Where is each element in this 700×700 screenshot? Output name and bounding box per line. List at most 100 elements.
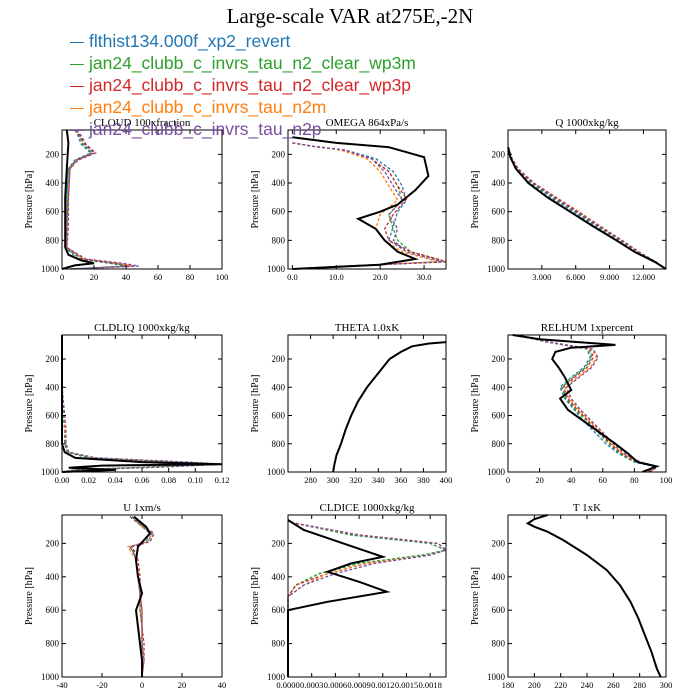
panel-frame [61, 129, 223, 270]
y-tick-label: 400 [46, 572, 60, 582]
x-tick-label: 0.02 [81, 475, 96, 485]
series-line [66, 129, 135, 270]
x-tick-label: 0 [506, 475, 510, 485]
panel-title: OMEGA 864xPa/s [326, 117, 409, 129]
y-tick-label: 800 [272, 235, 286, 245]
x-tick-label: 60 [154, 272, 163, 282]
series-line [332, 341, 447, 473]
series-line [515, 334, 658, 473]
x-tick-label: 280 [633, 680, 646, 690]
y-tick-label: 600 [46, 411, 60, 421]
y-tick-label: 400 [492, 382, 506, 392]
y-tick-label: 1000 [41, 672, 60, 682]
x-tick-label: -20 [96, 680, 107, 690]
legend-label: jan24_clubb_c_invrs_tau_n2_clear_wp3m [89, 53, 416, 73]
panel-title: RELHUM 1xpercent [541, 322, 634, 334]
y-tick-label: 200 [46, 538, 60, 548]
series-line [61, 335, 223, 473]
legend-entry: jan24_clubb_c_invrs_tau_n2_clear_wp3p [70, 74, 416, 96]
x-tick-label: -40 [56, 680, 67, 690]
x-tick-label: 40 [567, 475, 576, 485]
y-tick-label: 200 [272, 149, 286, 159]
series-line [131, 516, 153, 677]
x-tick-label: 9.000 [600, 272, 619, 282]
x-tick-label: 0.12 [215, 475, 230, 485]
y-tick-label: 400 [492, 572, 506, 582]
y-tick-label: 1000 [487, 467, 506, 477]
series-line [61, 335, 223, 473]
x-tick-label: 0.0006 [324, 680, 347, 690]
x-tick-label: 0.0015 [395, 680, 418, 690]
y-tick-label: 400 [46, 382, 60, 392]
x-tick-label: 280 [304, 475, 317, 485]
x-tick-label: 360 [394, 475, 407, 485]
series-line [526, 514, 662, 678]
y-tick-label: 1000 [267, 264, 286, 274]
x-tick-label: 0.0009 [347, 680, 370, 690]
y-tick-label: 800 [46, 639, 60, 649]
series-line [332, 341, 447, 473]
series-line [332, 341, 447, 473]
legend-entry: jan24_clubb_c_invrs_tau_n2_clear_wp3m [70, 52, 416, 74]
series-line [332, 341, 447, 473]
y-tick-label: 200 [272, 354, 286, 364]
series-line [512, 334, 660, 473]
panel: CLDICE 1000xkg/kg Pressure [hPa] 200 400 600… [250, 502, 449, 690]
legend-entry: jan24_clubb_c_invrs_tau_n2p [70, 118, 416, 140]
x-tick-label: 200 [528, 680, 541, 690]
x-tick-label: 100 [660, 475, 673, 485]
x-tick-label: 20 [535, 475, 544, 485]
series-line [515, 334, 657, 473]
y-axis-label: Pressure [hPa] [250, 567, 261, 625]
series-line [66, 129, 133, 270]
panel-title: CLDICE 1000xkg/kg [319, 502, 415, 514]
series-line [61, 335, 223, 473]
legend-label: jan24_clubb_c_invrs_tau_n2m [89, 97, 327, 117]
series-line [66, 129, 139, 270]
panel: OMEGA 864xPa/s Pressure [hPa] 200 400 600 800… [250, 117, 447, 282]
series-line [292, 142, 442, 270]
series-line [292, 142, 447, 270]
panel-title: CLOUD 100xfraction [94, 117, 191, 129]
panel: THETA 1.0xK Pressure [hPa] 200 400 600 800 100… [250, 322, 452, 485]
series-line [507, 147, 667, 270]
x-tick-label: 40 [122, 272, 131, 282]
x-tick-label: 10.0 [329, 272, 344, 282]
panel-title: U 1xm/s [123, 502, 161, 514]
x-tick-label: 60 [599, 475, 608, 485]
series-line [526, 514, 662, 678]
x-tick-label: 220 [554, 680, 567, 690]
x-tick-label: 80 [630, 475, 639, 485]
x-tick-label: 0.00 [55, 475, 70, 485]
y-tick-label: 1000 [487, 264, 506, 274]
panel-frame [61, 334, 223, 473]
y-tick-label: 800 [492, 439, 506, 449]
y-tick-label: 1000 [41, 467, 60, 477]
y-tick-label: 600 [272, 605, 286, 615]
panel-frame [507, 514, 667, 678]
panel-frame [287, 514, 447, 678]
panel: CLDLIQ 1000xkg/kg Pressure [hPa] 200 400 600… [24, 322, 229, 485]
x-tick-label: 340 [372, 475, 385, 485]
panel-title: Q 1000xkg/kg [555, 117, 619, 129]
series-line [287, 522, 448, 611]
legend-swatch [70, 129, 84, 131]
x-tick-label: 6.000 [566, 272, 585, 282]
series-line [332, 341, 447, 473]
y-tick-label: 200 [492, 538, 506, 548]
y-axis-label: Pressure [hPa] [470, 567, 481, 625]
y-tick-label: 800 [272, 639, 286, 649]
y-tick-label: 600 [492, 605, 506, 615]
x-tick-label: 0.0018 [419, 680, 442, 690]
x-tick-label: 0 [60, 272, 64, 282]
y-tick-label: 200 [492, 149, 506, 159]
series-line [515, 334, 655, 473]
series-line [515, 334, 660, 473]
panel-title: THETA 1.0xK [335, 322, 400, 334]
y-tick-label: 600 [492, 411, 506, 421]
y-tick-label: 1000 [267, 672, 286, 682]
x-tick-label: 0.0012 [371, 680, 394, 690]
